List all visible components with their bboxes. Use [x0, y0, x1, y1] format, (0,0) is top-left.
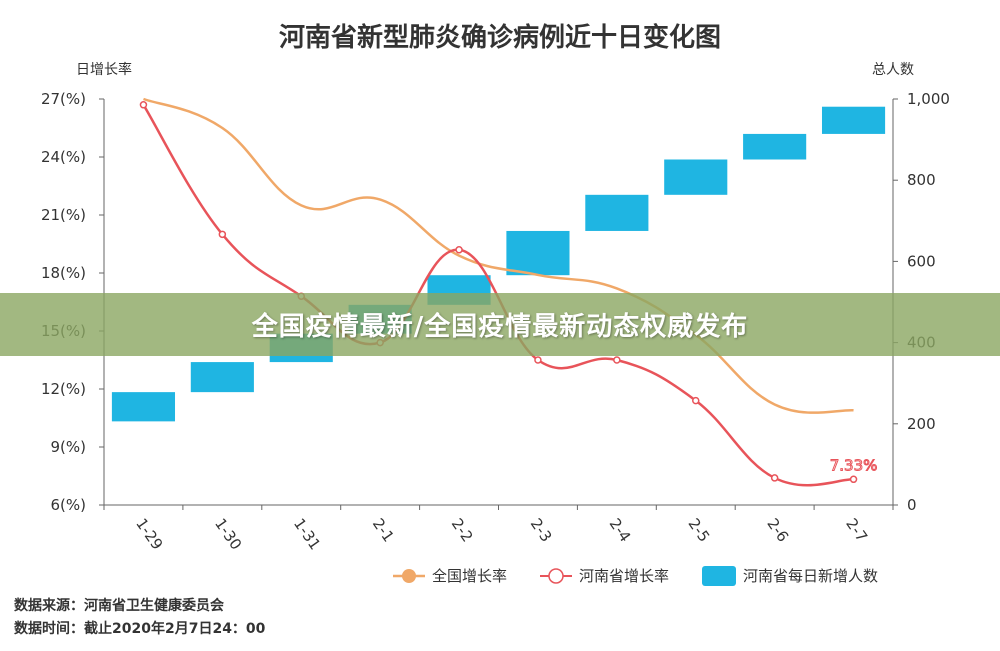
series-line-henan[interactable]: [142, 104, 854, 487]
legend[interactable]: 全国增长率 河南省增长率 河南省每日新增人数: [393, 566, 878, 586]
legend-label-bars: 河南省每日新增人数: [743, 567, 878, 585]
series-line-national[interactable]: [143, 97, 854, 414]
source-line: 数据来源：河南省卫生健康委员会: [14, 598, 224, 614]
y-left-tick-label: 18(%): [41, 264, 86, 282]
x-tick-label: 1-30: [211, 515, 245, 553]
y-left-tick-label: 12(%): [41, 380, 86, 398]
bar[interactable]: [111, 392, 176, 422]
x-tick-label: 1-31: [290, 515, 324, 553]
data-point[interactable]: [455, 246, 463, 254]
bars-layer: [111, 106, 886, 422]
y-right-axis-label: 总人数: [872, 62, 914, 78]
x-tick-label: 2-7: [842, 515, 871, 545]
data-time-line: 数据时间：截止2020年2月7日24：00: [14, 621, 266, 637]
y-right-tick-label: 1,000: [907, 90, 950, 108]
legend-swatch-bars: [702, 566, 736, 586]
legend-marker-national: [402, 569, 416, 583]
chart-title: 河南省新型肺炎确诊病例近十日变化图: [279, 22, 721, 53]
promo-banner[interactable]: 全国疫情最新/全国疫情最新动态权威发布: [0, 293, 1000, 356]
y-left-tick-label: 9(%): [50, 438, 86, 456]
bar[interactable]: [190, 362, 254, 393]
data-point[interactable]: [139, 101, 148, 109]
bar[interactable]: [664, 159, 728, 195]
y-left-tick-label: 24(%): [41, 148, 86, 166]
legend-marker-henan: [548, 568, 564, 584]
x-tick-label: 2-3: [527, 515, 556, 545]
y-left-tick-label: 6(%): [50, 496, 86, 514]
legend-label-henan: 河南省增长率: [579, 567, 669, 585]
data-point[interactable]: [218, 230, 227, 239]
x-tick-label: 2-2: [448, 515, 477, 545]
y-right-tick-label: 200: [907, 415, 936, 433]
y-left-axis-label: 日增长率: [76, 61, 132, 78]
data-point[interactable]: [692, 396, 700, 405]
banner-text: 全国疫情最新/全国疫情最新动态权威发布: [251, 312, 749, 342]
y-right-tick-label: 800: [907, 171, 936, 189]
bar[interactable]: [821, 106, 886, 134]
data-point[interactable]: [770, 474, 779, 482]
x-tick-label: 2-5: [684, 515, 713, 545]
last-value-label: 7.33%: [830, 456, 878, 474]
data-point[interactable]: [534, 356, 542, 364]
data-point[interactable]: [613, 356, 621, 364]
x-tick-label: 2-6: [763, 515, 792, 545]
legend-label-national: 全国增长率: [432, 567, 507, 585]
y-left-tick-label: 27(%): [41, 90, 86, 108]
data-source-note: 数据来源：河南省卫生健康委员会 数据时间：截止2020年2月7日24：00: [14, 595, 265, 641]
x-tick-label: 2-1: [369, 515, 398, 545]
bar[interactable]: [506, 230, 570, 276]
y-right-tick-label: 600: [907, 252, 936, 270]
y-right-tick-label: 0: [907, 496, 917, 514]
x-tick-label: 2-4: [606, 515, 635, 545]
x-tick-label: 1-29: [132, 515, 166, 553]
bar[interactable]: [743, 133, 807, 160]
bar[interactable]: [585, 194, 649, 231]
y-left-tick-label: 21(%): [41, 206, 86, 224]
data-point[interactable]: [849, 475, 858, 484]
